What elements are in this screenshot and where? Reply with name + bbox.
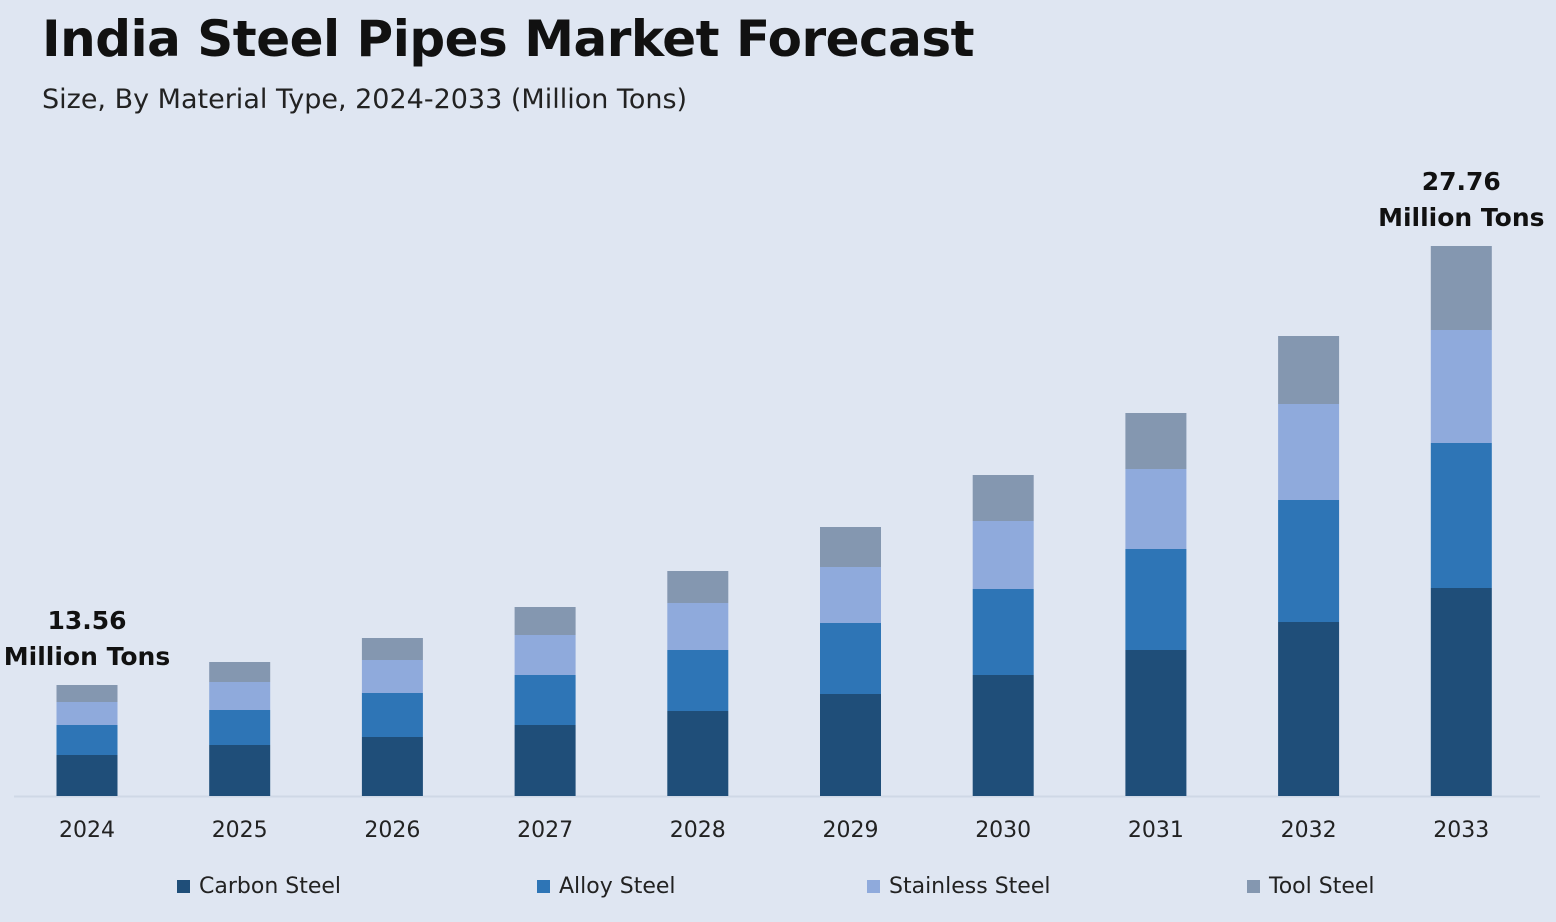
legend-swatch-stainless-steel xyxy=(867,880,880,893)
x-tick-label-2025: 2025 xyxy=(212,818,268,843)
bar-stainless-steel-2028 xyxy=(667,603,729,650)
x-tick-label-2024: 2024 xyxy=(59,818,115,843)
legend-item-alloy-steel: Alloy Steel xyxy=(537,874,676,899)
legend-swatch-carbon-steel xyxy=(177,880,190,893)
chart-legend: Carbon Steel Alloy Steel Stainless Steel… xyxy=(0,874,1556,904)
bar-stainless-steel-2029 xyxy=(820,567,881,623)
legend-swatch-alloy-steel xyxy=(537,880,550,893)
bar-stainless-steel-2033 xyxy=(1430,330,1492,443)
bar-stainless-steel-2030 xyxy=(972,521,1034,589)
bar-alloy-steel-2024 xyxy=(56,725,118,755)
bar-tool-steel-2032 xyxy=(1278,336,1340,404)
bar-tool-steel-2033 xyxy=(1430,246,1492,330)
bar-carbon-steel-2032 xyxy=(1278,622,1340,796)
legend-label-alloy-steel: Alloy Steel xyxy=(559,874,676,899)
x-tick-label-2028: 2028 xyxy=(670,818,726,843)
bar-stainless-steel-2025 xyxy=(209,682,271,710)
x-tick-label-2032: 2032 xyxy=(1281,818,1337,843)
bar-carbon-steel-2030 xyxy=(972,675,1034,796)
bar-stainless-steel-2031 xyxy=(1125,469,1187,549)
bar-carbon-steel-2024 xyxy=(56,755,118,796)
x-tick-label-2027: 2027 xyxy=(517,818,573,843)
bar-alloy-steel-2033 xyxy=(1430,443,1492,588)
bar-stainless-steel-2024 xyxy=(56,702,118,725)
bar-carbon-steel-2028 xyxy=(667,711,729,796)
bar-carbon-steel-2029 xyxy=(820,694,881,796)
legend-label-tool-steel: Tool Steel xyxy=(1269,874,1375,899)
bar-tool-steel-2029 xyxy=(820,527,881,567)
chart-title: India Steel Pipes Market Forecast xyxy=(42,10,975,68)
annotation-unit-2033: Million Tons xyxy=(1378,203,1544,232)
bar-tool-steel-2030 xyxy=(972,475,1034,521)
bar-carbon-steel-2027 xyxy=(514,725,576,796)
bar-tool-steel-2027 xyxy=(514,607,576,635)
stacked-bar-chart: 2024 2025 2026 2027 2028 2029 2030 2031 2032 2033… xyxy=(4,167,1545,843)
x-tick-label-2026: 2026 xyxy=(364,818,420,843)
annotation-value-2033: 27.76 xyxy=(1422,167,1501,196)
legend-item-stainless-steel: Stainless Steel xyxy=(867,874,1050,899)
bar-tool-steel-2024 xyxy=(56,685,118,702)
x-tick-label-2033: 2033 xyxy=(1433,818,1489,843)
bar-alloy-steel-2029 xyxy=(820,623,881,694)
chart-subtitle: Size, By Material Type, 2024-2033 (Milli… xyxy=(42,84,688,115)
bar-tool-steel-2031 xyxy=(1125,413,1187,469)
x-tick-label-2031: 2031 xyxy=(1128,818,1184,843)
legend-label-carbon-steel: Carbon Steel xyxy=(199,874,342,899)
bar-tool-steel-2028 xyxy=(667,571,729,603)
bar-alloy-steel-2031 xyxy=(1125,549,1187,650)
bar-carbon-steel-2033 xyxy=(1430,588,1492,796)
bar-alloy-steel-2032 xyxy=(1278,500,1340,622)
bar-alloy-steel-2025 xyxy=(209,710,271,745)
bar-alloy-steel-2027 xyxy=(514,675,576,725)
bar-carbon-steel-2025 xyxy=(209,745,271,796)
annotation-value-2024: 13.56 xyxy=(47,606,126,635)
x-tick-label-2029: 2029 xyxy=(823,818,879,843)
legend-item-tool-steel: Tool Steel xyxy=(1247,874,1375,899)
bar-stainless-steel-2026 xyxy=(361,660,423,693)
bar-alloy-steel-2028 xyxy=(667,650,729,711)
bar-tool-steel-2025 xyxy=(209,662,271,682)
annotation-unit-2024: Million Tons xyxy=(4,642,170,671)
bar-stainless-steel-2032 xyxy=(1278,404,1340,500)
bar-alloy-steel-2030 xyxy=(972,589,1034,675)
bar-carbon-steel-2031 xyxy=(1125,650,1187,796)
x-tick-label-2030: 2030 xyxy=(975,818,1031,843)
bar-carbon-steel-2026 xyxy=(361,737,423,796)
legend-swatch-tool-steel xyxy=(1247,880,1260,893)
legend-label-stainless-steel: Stainless Steel xyxy=(889,874,1051,899)
bar-tool-steel-2026 xyxy=(361,638,423,660)
legend-item-carbon-steel: Carbon Steel xyxy=(177,874,341,899)
bar-stainless-steel-2027 xyxy=(514,635,576,675)
bar-alloy-steel-2026 xyxy=(361,693,423,737)
